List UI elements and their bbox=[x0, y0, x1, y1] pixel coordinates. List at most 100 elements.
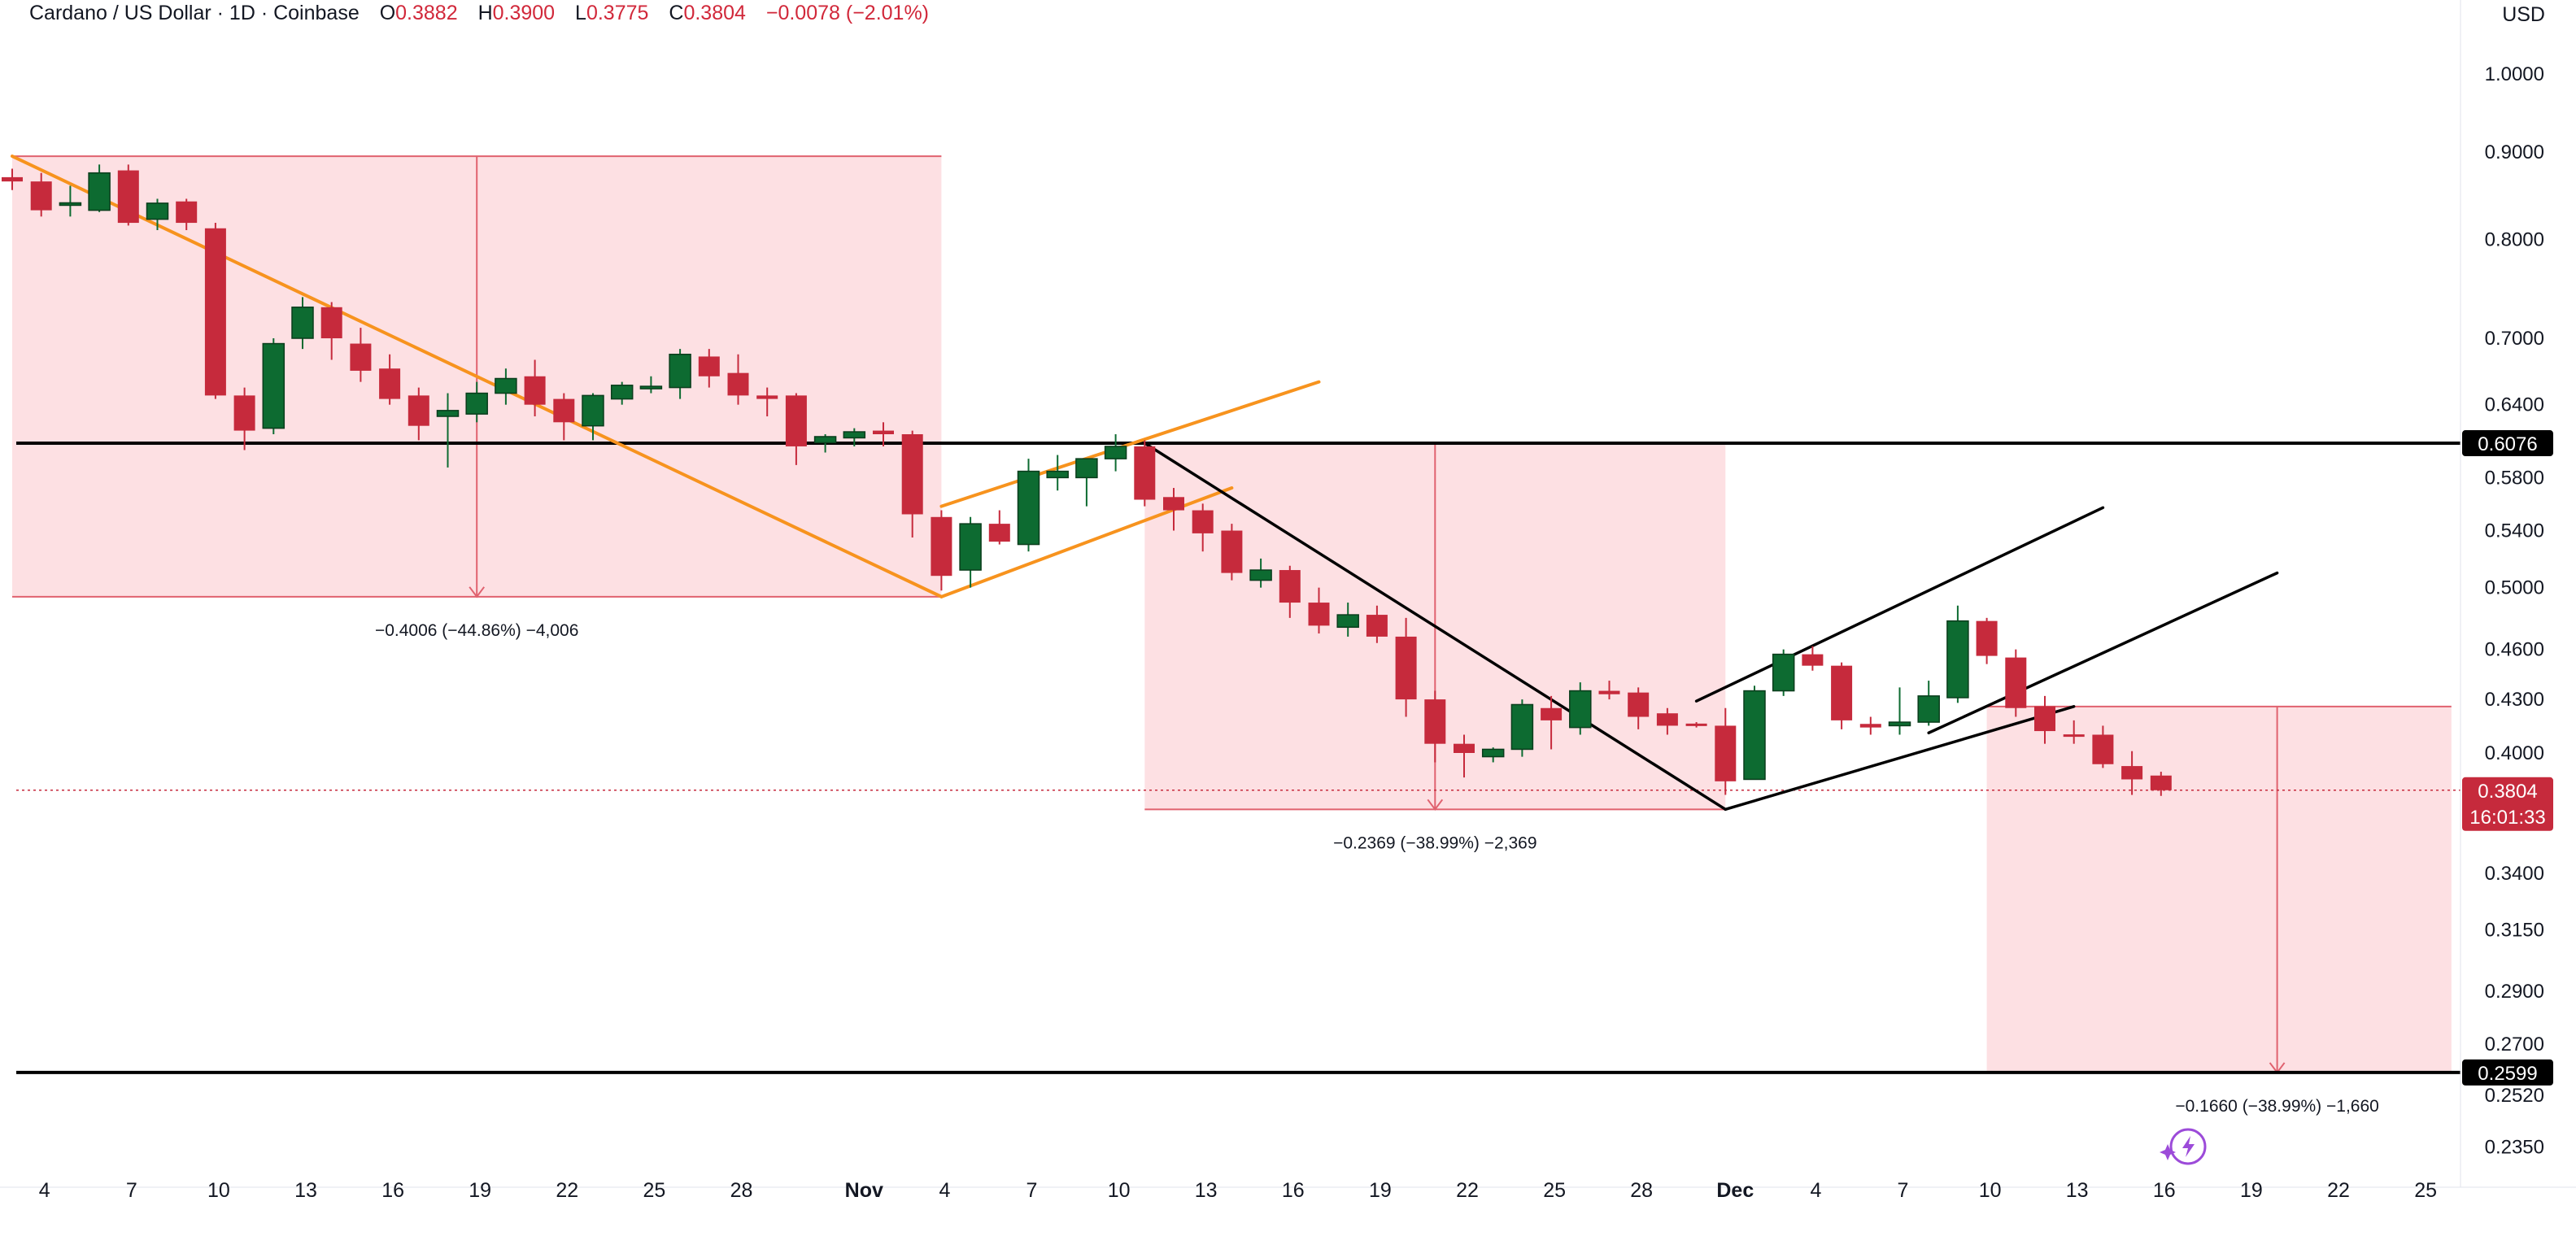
measure-arrow-head bbox=[469, 586, 486, 598]
price-tick-label: 0.3150 bbox=[2485, 920, 2544, 942]
current-price-label-bg bbox=[2462, 777, 2553, 831]
candle[interactable] bbox=[2034, 706, 2055, 732]
candle[interactable] bbox=[2005, 657, 2027, 708]
candle[interactable] bbox=[1046, 470, 1069, 479]
candle[interactable] bbox=[843, 431, 866, 439]
trendline[interactable] bbox=[1143, 442, 1728, 812]
candle[interactable] bbox=[1772, 653, 1795, 692]
candle[interactable] bbox=[1715, 725, 1737, 781]
candle[interactable] bbox=[1395, 636, 1417, 700]
candle[interactable] bbox=[176, 201, 198, 224]
candle[interactable] bbox=[2092, 734, 2114, 764]
price-tick-label: 0.9000 bbox=[2485, 141, 2544, 163]
candle[interactable] bbox=[1221, 530, 1243, 573]
candle[interactable] bbox=[1163, 497, 1184, 511]
candle[interactable] bbox=[756, 395, 778, 399]
price-axis[interactable] bbox=[2460, 0, 2576, 1187]
candle[interactable] bbox=[262, 342, 285, 429]
measure-zone[interactable] bbox=[1986, 706, 2452, 1073]
price-tick-label: 0.8000 bbox=[2485, 228, 2544, 250]
trendline[interactable] bbox=[939, 380, 1321, 508]
candle[interactable] bbox=[1628, 692, 1650, 717]
candle[interactable] bbox=[1917, 695, 1940, 723]
candle[interactable] bbox=[1946, 620, 1969, 699]
candle[interactable] bbox=[88, 172, 111, 211]
candle[interactable] bbox=[379, 368, 401, 399]
candle[interactable] bbox=[436, 410, 460, 417]
candle[interactable] bbox=[553, 398, 575, 423]
trendline[interactable] bbox=[1694, 506, 2105, 703]
candle[interactable] bbox=[959, 523, 982, 571]
candle[interactable] bbox=[1454, 743, 1475, 753]
candle[interactable] bbox=[1424, 699, 1446, 744]
candle[interactable] bbox=[813, 436, 837, 444]
candle[interactable] bbox=[320, 307, 342, 339]
candle[interactable] bbox=[639, 385, 663, 390]
candle[interactable] bbox=[1134, 446, 1156, 500]
candle[interactable] bbox=[350, 343, 372, 371]
candle[interactable] bbox=[785, 395, 807, 446]
time-tick-label: 25 bbox=[1543, 1179, 1566, 1202]
candle[interactable] bbox=[1075, 458, 1098, 479]
candle[interactable] bbox=[1831, 665, 1853, 720]
candle[interactable] bbox=[524, 376, 546, 405]
candle[interactable] bbox=[1279, 570, 1301, 603]
candle[interactable] bbox=[727, 372, 749, 396]
trendline[interactable] bbox=[11, 154, 944, 598]
candle[interactable] bbox=[698, 356, 720, 376]
time-tick-label: 4 bbox=[1810, 1179, 1821, 1202]
candle[interactable] bbox=[204, 228, 226, 396]
candle[interactable] bbox=[610, 385, 634, 400]
candle[interactable] bbox=[988, 524, 1010, 542]
candle[interactable] bbox=[30, 181, 52, 211]
candle[interactable] bbox=[1976, 620, 1998, 656]
level-price-label: 0.2599 bbox=[2478, 1063, 2537, 1085]
time-tick-label: 16 bbox=[381, 1179, 404, 1202]
candle[interactable] bbox=[117, 170, 139, 224]
candle[interactable] bbox=[233, 395, 255, 431]
candle[interactable] bbox=[2063, 734, 2085, 738]
candle[interactable] bbox=[1802, 654, 1824, 666]
candle[interactable] bbox=[146, 202, 169, 220]
currency-button[interactable]: USD bbox=[2502, 3, 2545, 26]
candle[interactable] bbox=[931, 516, 952, 577]
candle[interactable] bbox=[1192, 510, 1214, 533]
candle[interactable] bbox=[1541, 707, 1563, 720]
candle[interactable] bbox=[1569, 690, 1592, 729]
price-tick-label: 0.2350 bbox=[2485, 1137, 2544, 1159]
trendline[interactable] bbox=[1724, 705, 2076, 812]
candle[interactable] bbox=[495, 377, 517, 394]
candle[interactable] bbox=[873, 430, 894, 434]
candle[interactable] bbox=[901, 433, 923, 515]
candle[interactable] bbox=[1249, 569, 1272, 581]
candle[interactable] bbox=[1859, 724, 1881, 728]
candle[interactable] bbox=[1481, 748, 1505, 758]
candle[interactable] bbox=[582, 394, 604, 427]
candle[interactable] bbox=[1598, 690, 1620, 694]
candle[interactable] bbox=[669, 354, 691, 389]
candle[interactable] bbox=[59, 202, 82, 207]
candle[interactable] bbox=[1510, 703, 1534, 751]
current-price-label: 0.3804 bbox=[2478, 781, 2537, 803]
candle[interactable] bbox=[1656, 713, 1678, 726]
candle[interactable] bbox=[1743, 690, 1766, 781]
candle[interactable] bbox=[1888, 721, 1911, 727]
candle[interactable] bbox=[1017, 470, 1040, 546]
measure-label: −0.4006 (−44.86%) −4,006 bbox=[375, 621, 578, 640]
candle[interactable] bbox=[2150, 775, 2172, 790]
candle[interactable] bbox=[1104, 446, 1127, 459]
candle[interactable] bbox=[465, 392, 488, 415]
trendline[interactable] bbox=[1927, 571, 2279, 735]
candle[interactable] bbox=[291, 307, 314, 339]
candle[interactable] bbox=[1366, 615, 1388, 637]
candle[interactable] bbox=[1685, 723, 1707, 726]
candle[interactable] bbox=[408, 395, 429, 426]
price-tick-label: 0.5400 bbox=[2485, 520, 2544, 542]
candle[interactable] bbox=[2, 176, 23, 182]
candle[interactable] bbox=[1308, 603, 1330, 626]
candle[interactable] bbox=[1336, 614, 1359, 629]
candle[interactable] bbox=[2121, 766, 2143, 780]
price-tick-label: 0.5000 bbox=[2485, 577, 2544, 599]
